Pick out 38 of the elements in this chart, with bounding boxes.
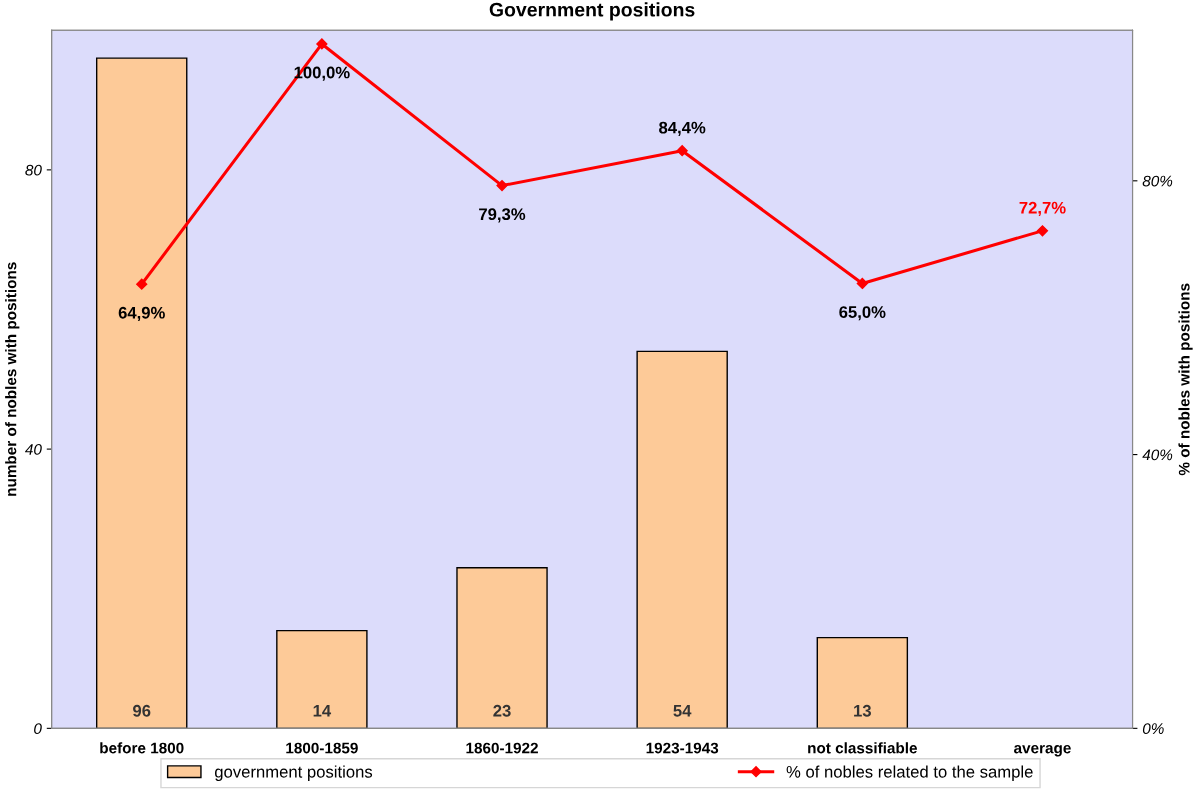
- point: [136, 278, 148, 290]
- bar: [456, 567, 548, 729]
- y2-tick-label: 0%: [1142, 723, 1164, 735]
- x-tick-label: average: [1014, 745, 1071, 757]
- data-label: 64,9%: [118, 306, 165, 322]
- legend-label: government positions: [214, 765, 373, 781]
- y-tick-label: 40: [25, 443, 42, 455]
- x-tick-label: not classifiable: [808, 742, 917, 754]
- bar: [816, 636, 909, 729]
- y-axis-title: number of nobles with positions: [5, 262, 20, 496]
- point: [1036, 225, 1049, 237]
- x-tick-label: 1800-1859: [286, 742, 358, 754]
- y2-axis-title: % of nobles with positions: [1178, 283, 1193, 476]
- data-label: 14: [313, 705, 332, 717]
- data-label: 54: [673, 705, 692, 717]
- y-tick-label: 80: [25, 164, 42, 176]
- data-label: 79,3%: [479, 208, 526, 223]
- data-label: 96: [133, 704, 151, 717]
- point: [316, 38, 328, 50]
- data-label: 65,0%: [839, 306, 886, 321]
- x-tick-label: 1923-1943: [646, 742, 719, 754]
- x-tick-label: 1860-1922: [466, 742, 538, 754]
- bar: [276, 629, 368, 729]
- x-tick-label: before 1800: [100, 742, 184, 754]
- legend-label: % of nobles related to the sample: [786, 765, 1033, 781]
- y-tick-label: 0: [34, 723, 42, 735]
- bar: [95, 57, 188, 729]
- bar: [636, 350, 728, 729]
- data-label: 13: [854, 704, 871, 717]
- chart-title: Government positions: [489, 2, 695, 21]
- y2-tick-label: 40%: [1142, 449, 1173, 461]
- y2-tick-label: 80%: [1142, 175, 1173, 187]
- data-label: 84,4%: [659, 121, 706, 136]
- point: [856, 277, 868, 290]
- data-label: 72,7%: [1019, 201, 1066, 217]
- point: [676, 145, 688, 157]
- point: [496, 180, 508, 192]
- data-label: 23: [493, 704, 511, 717]
